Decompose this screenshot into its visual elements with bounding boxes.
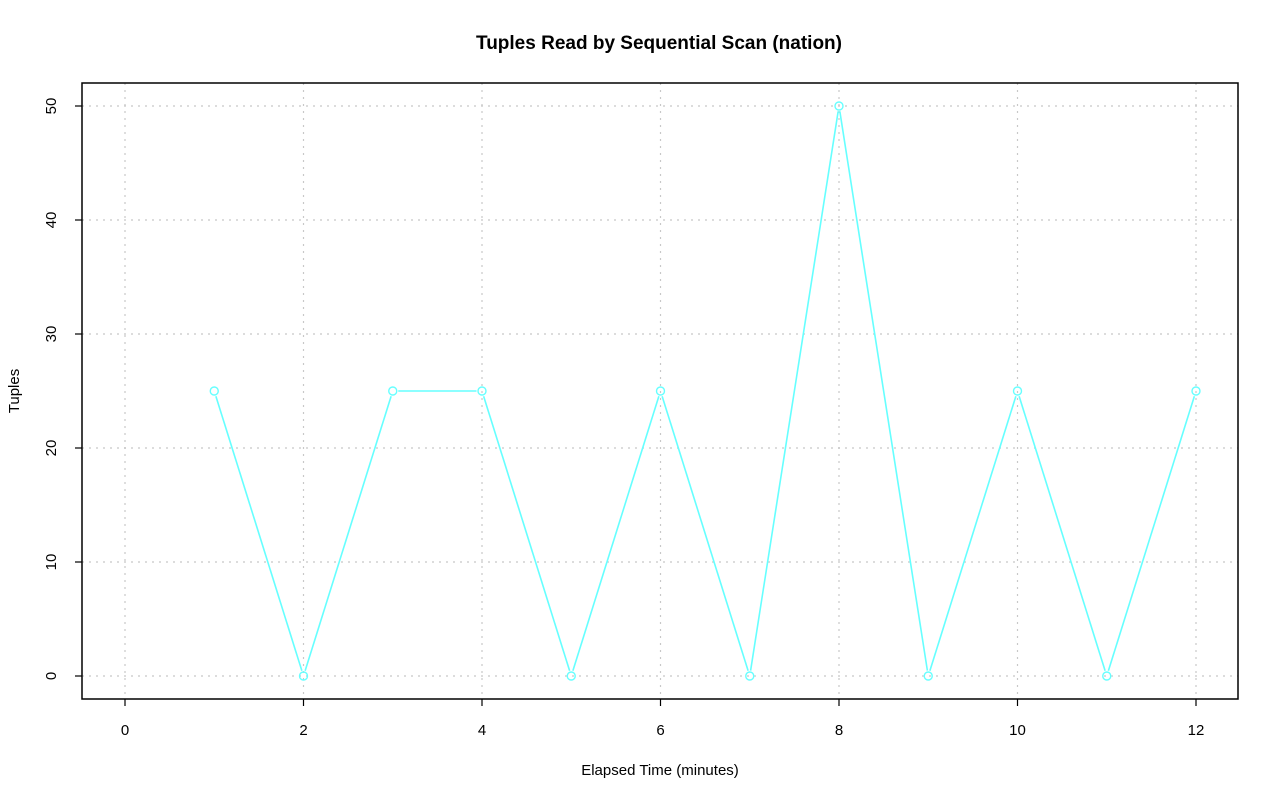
series-line-segment [929,396,1017,671]
data-point [1102,671,1112,681]
series-line-segment [215,396,303,671]
y-tick-label: 50 [43,98,60,115]
series-line-segment [1107,396,1196,671]
x-tick-label: 10 [1009,722,1026,739]
x-tick-label: 4 [478,722,486,739]
data-point [834,101,844,111]
series-line-segment [1018,396,1106,671]
data-point [745,671,755,681]
series-line-segment [749,111,839,671]
y-tick-label: 30 [43,326,60,343]
x-tick-label: 8 [835,722,843,739]
series-line-segment [304,396,392,671]
data-point [209,386,219,396]
series-line-segment [482,396,571,671]
series-layer [209,101,1201,681]
y-tick-label: 20 [43,440,60,457]
series-line-segment [661,396,749,671]
x-tick-label: 12 [1188,722,1205,739]
data-point [655,386,666,396]
data-point [1012,386,1023,396]
x-tick-label: 2 [299,722,307,739]
y-tick-label: 40 [43,212,60,229]
y-axis-label: Tuples [6,369,23,413]
y-tick-label: 0 [43,672,60,680]
data-point [298,671,309,681]
data-point [388,386,398,396]
x-axis: 0 2 4 6 8 10 12 [121,699,1205,739]
data-point [923,671,933,681]
series-line-segment [839,111,929,671]
x-tick-label: 6 [656,722,664,739]
data-point [477,386,487,396]
data-point [566,671,576,681]
data-point [1191,386,1201,396]
y-tick-label: 10 [43,554,60,571]
y-axis: 0 10 20 30 40 50 [43,98,82,680]
x-axis-label: Elapsed Time (minutes) [581,762,739,779]
chart-title: Tuples Read by Sequential Scan (nation) [476,33,842,54]
grid-layer [82,83,1238,699]
x-tick-label: 0 [121,722,129,739]
series-line-segment [572,396,660,671]
